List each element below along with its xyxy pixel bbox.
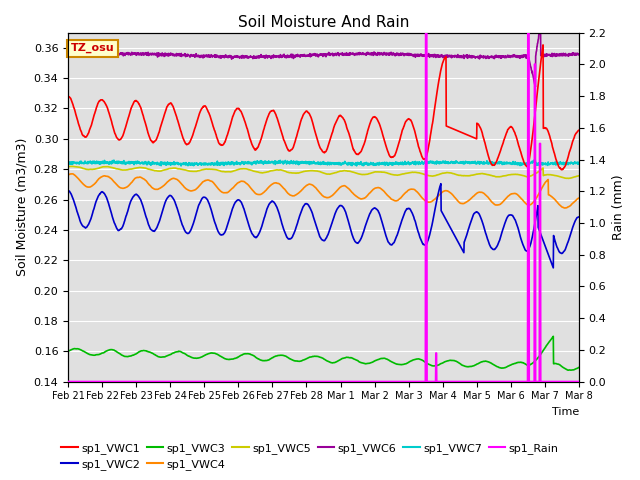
Title: Soil Moisture And Rain: Soil Moisture And Rain <box>238 15 409 30</box>
Y-axis label: Rain (mm): Rain (mm) <box>612 174 625 240</box>
Y-axis label: Soil Moisture (m3/m3): Soil Moisture (m3/m3) <box>15 138 28 276</box>
X-axis label: Time: Time <box>552 407 579 417</box>
Text: TZ_osu: TZ_osu <box>70 43 115 53</box>
Legend: sp1_VWC1, sp1_VWC2, sp1_VWC3, sp1_VWC4, sp1_VWC5, sp1_VWC6, sp1_VWC7, sp1_Rain: sp1_VWC1, sp1_VWC2, sp1_VWC3, sp1_VWC4, … <box>57 438 563 474</box>
